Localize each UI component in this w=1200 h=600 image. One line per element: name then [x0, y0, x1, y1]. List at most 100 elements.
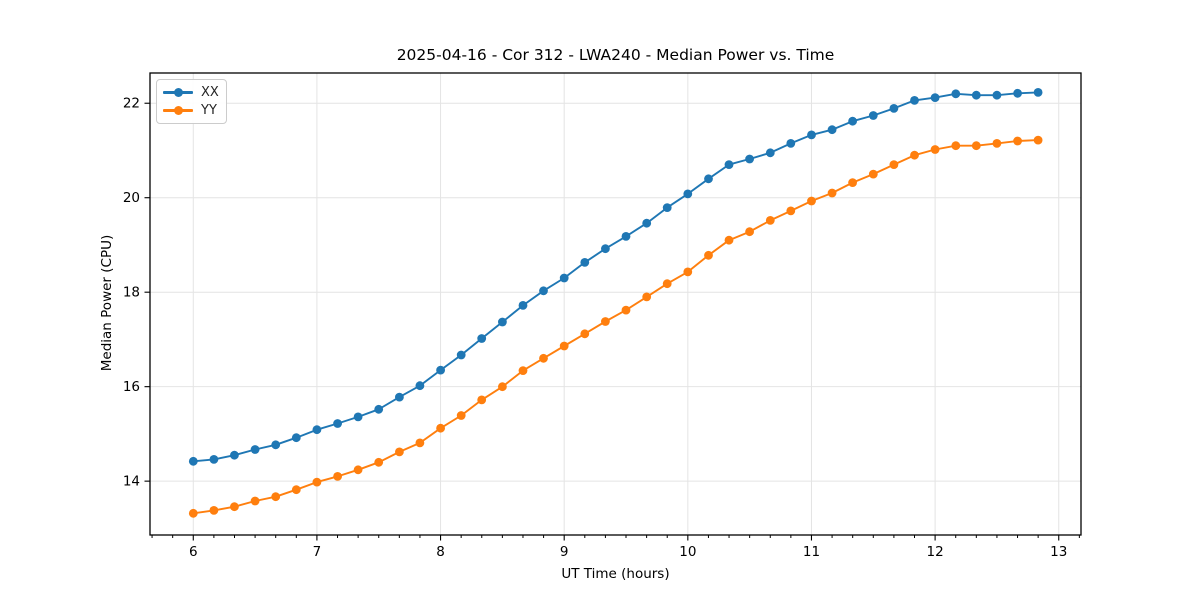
data-point-marker-xx	[312, 425, 322, 435]
x-tick-label: 9	[560, 544, 569, 560]
data-point-marker-xx	[621, 232, 631, 241]
data-point-marker-yy	[992, 139, 1002, 148]
data-point-marker-yy	[1033, 135, 1043, 145]
x-tick-label: 12	[927, 544, 944, 560]
data-point-marker-yy	[188, 508, 198, 518]
data-point-marker-xx	[827, 125, 837, 135]
data-point-marker-yy	[951, 141, 961, 151]
data-point-marker-yy	[250, 496, 260, 506]
data-point-marker-xx	[498, 317, 507, 327]
x-tick-label: 7	[313, 544, 322, 560]
data-point-marker-yy	[1013, 136, 1022, 146]
data-point-marker-yy	[786, 206, 796, 216]
data-point-marker-yy	[724, 235, 734, 245]
series-line-xx	[192, 91, 1040, 463]
y-tick-label: 22	[123, 96, 140, 112]
y-tick-label: 18	[123, 285, 140, 301]
plot-border	[149, 72, 1082, 536]
data-point-marker-xx	[765, 148, 775, 158]
data-point-marker-yy	[230, 502, 239, 512]
data-point-marker-xx	[662, 203, 672, 213]
legend-label-yy: YY	[201, 102, 217, 118]
data-point-marker-yy	[621, 305, 631, 315]
data-point-marker-yy	[683, 267, 693, 277]
data-point-marker-xx	[374, 404, 384, 414]
data-point-marker-xx	[271, 440, 281, 450]
data-point-marker-yy	[312, 477, 322, 487]
data-point-marker-yy	[889, 160, 899, 170]
data-point-marker-xx	[353, 412, 363, 422]
data-point-marker-yy	[704, 250, 713, 260]
data-point-marker-xx	[683, 189, 693, 199]
data-point-marker-xx	[580, 258, 590, 267]
data-point-marker-yy	[848, 178, 857, 188]
data-point-marker-xx	[642, 218, 652, 228]
data-point-marker-xx	[601, 244, 610, 254]
data-point-marker-yy	[498, 382, 507, 392]
data-point-marker-xx	[724, 160, 734, 170]
data-point-marker-xx	[848, 116, 857, 126]
data-point-marker-yy	[910, 150, 919, 160]
x-tick-label: 6	[189, 544, 198, 560]
data-point-marker-yy	[291, 485, 301, 495]
legend-entry-xx: XX	[163, 86, 220, 99]
data-point-marker-yy	[827, 188, 837, 198]
data-point-marker-xx	[786, 139, 796, 148]
legend-label-xx: XX	[201, 85, 219, 101]
x-tick-label: 11	[803, 544, 820, 560]
data-point-marker-yy	[395, 447, 404, 457]
data-point-marker-yy	[271, 492, 281, 502]
data-point-marker-yy	[765, 216, 775, 225]
data-point-marker-xx	[250, 445, 260, 454]
data-point-marker-xx	[477, 334, 487, 343]
data-point-marker-xx	[1033, 88, 1043, 97]
data-point-marker-yy	[662, 279, 672, 289]
data-point-marker-xx	[456, 350, 466, 360]
x-axis-label: UT Time (hours)	[561, 566, 670, 582]
data-point-marker-xx	[539, 286, 548, 296]
data-point-marker-xx	[930, 93, 940, 102]
data-point-marker-yy	[868, 169, 878, 179]
y-tick-label: 14	[123, 474, 140, 490]
data-point-marker-xx	[910, 96, 919, 105]
data-point-marker-xx	[209, 455, 219, 464]
data-point-marker-yy	[333, 472, 342, 481]
data-point-marker-yy	[930, 145, 940, 154]
data-point-marker-yy	[601, 317, 610, 326]
data-point-marker-xx	[745, 154, 754, 164]
x-tick-label: 10	[679, 544, 696, 560]
data-point-marker-xx	[291, 433, 301, 443]
data-point-marker-xx	[518, 301, 528, 310]
data-point-marker-yy	[518, 366, 528, 375]
legend-sample-yy	[163, 105, 193, 115]
y-axis-label: Median Power (CPU)	[99, 234, 115, 372]
data-point-marker-xx	[188, 456, 198, 466]
legend-marker-icon	[173, 88, 183, 98]
legend-entry-yy: YY	[163, 104, 220, 117]
data-point-marker-xx	[704, 174, 713, 184]
data-point-marker-yy	[456, 411, 466, 420]
data-point-marker-xx	[395, 392, 404, 402]
data-point-marker-yy	[477, 395, 487, 405]
data-point-marker-yy	[436, 423, 445, 433]
data-point-marker-yy	[374, 457, 384, 467]
data-point-marker-xx	[951, 89, 961, 99]
data-point-marker-xx	[230, 450, 239, 460]
y-tick-label: 20	[123, 190, 140, 206]
data-point-marker-xx	[333, 419, 342, 428]
chart-title: 2025-04-16 - Cor 312 - LWA240 - Median P…	[396, 46, 835, 64]
legend-sample-xx	[163, 88, 193, 98]
legend-marker-icon	[173, 105, 183, 115]
data-point-marker-yy	[353, 465, 363, 475]
data-point-marker-yy	[580, 329, 590, 339]
data-point-marker-yy	[209, 506, 219, 515]
x-tick-label: 8	[436, 544, 445, 560]
data-point-marker-xx	[807, 130, 816, 140]
data-point-marker-xx	[868, 111, 878, 120]
data-point-marker-yy	[807, 196, 816, 206]
data-point-marker-xx	[992, 90, 1002, 100]
x-tick-label: 13	[1050, 544, 1067, 560]
data-point-marker-xx	[559, 273, 569, 283]
